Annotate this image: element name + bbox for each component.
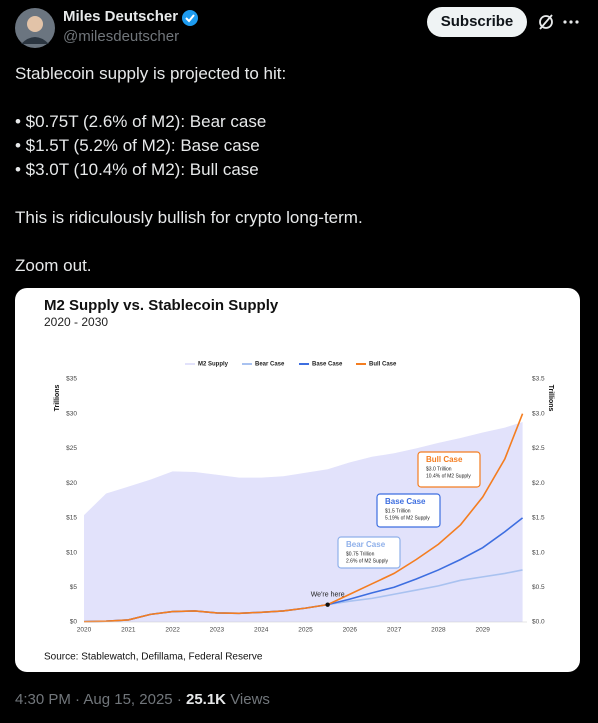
y-tick-label: $25 [66,445,77,452]
callout-line: 5.19% of M2 Supply [385,515,430,521]
legend-label: Base Case [312,362,343,368]
y-tick-label: $15 [66,515,77,522]
x-tick-label: 2026 [343,627,358,634]
y2-tick-label: $0.5 [532,584,545,591]
y-tick-label: $0 [70,619,78,626]
callout-line: $3.0 Trillion [426,466,452,472]
text-line: Stablecoin supply is projected to hit: [15,64,287,83]
marker-dot [325,602,330,607]
callout-title: Base Case [385,497,426,506]
y2-tick-label: $1.5 [532,515,545,522]
text-line: This is ridiculously bullish for crypto … [15,208,363,227]
y-axis-label: Trillions [54,384,61,411]
y2-tick-label: $1.0 [532,549,545,556]
text-line: • $3.0T (10.4% of M2): Bull case [15,160,259,179]
y-tick-label: $35 [66,376,77,383]
x-tick-label: 2020 [77,627,92,634]
y2-tick-label: $3.5 [532,376,545,383]
line [83,413,524,623]
chart-card[interactable]: M2 Supply vs. Stablecoin Supply 2020 - 2… [15,288,580,672]
text-line: • $0.75T (2.6% of M2): Bear case [15,112,267,131]
tweet-footer: 4:30 PM · Aug 15, 2025 · 25.1K Views [15,691,270,708]
y-tick-label: $10 [66,549,77,556]
separator: · [176,691,182,708]
callout-line: $1.5 Trillion [385,508,411,514]
x-tick-label: 2025 [298,627,313,634]
marker-label: We're here [311,591,345,598]
views-label: Views [230,691,270,708]
x-tick-label: 2022 [165,627,180,634]
author-name[interactable]: Miles Deutscher [63,8,179,25]
x-tick-label: 2028 [431,627,446,634]
legend-label: M2 Supply [198,362,229,368]
text-line: • $1.5T (5.2% of M2): Base case [15,136,260,155]
callout-line: 2.6% of M2 Supply [346,558,388,564]
grok-icon[interactable] [537,13,555,31]
y2-tick-label: $2.5 [532,445,545,452]
x-tick-label: 2023 [210,627,225,634]
y-tick-label: $5 [70,584,78,591]
tweet-text: Stablecoin supply is projected to hit: •… [15,62,363,278]
area [84,422,523,622]
y-tick-label: $30 [66,410,77,417]
avatar[interactable] [15,8,55,48]
x-tick-label: 2029 [475,627,490,634]
y2-tick-label: $0.0 [532,619,545,626]
x-tick-label: 2021 [121,627,136,634]
chart-subtitle: 2020 - 2030 [44,315,108,329]
more-icon[interactable] [562,13,580,31]
callout-box [417,451,481,488]
legend-label: Bear Case [255,362,285,368]
y2-axis-label: Trillions [547,385,554,412]
chart-source: Source: Stablewatch, Defillama, Federal … [44,652,263,663]
x-tick-label: 2027 [387,627,402,634]
time: 4:30 PM [15,691,71,708]
callout-box [376,493,441,528]
view-count: 25.1K [185,691,227,708]
subscribe-button[interactable]: Subscribe [427,7,527,37]
callout-title: Bull Case [426,455,463,464]
verified-badge [182,10,198,26]
x-tick-label: 2024 [254,627,269,634]
callout-box [337,536,401,569]
author-handle[interactable]: @milesdeutscher [63,28,180,45]
y-tick-label: $20 [66,480,77,487]
callout-title: Bear Case [346,540,386,549]
separator: · [75,691,81,708]
chart: M2 Supply vs. Stablecoin Supply 2020 - 2… [44,297,554,663]
date[interactable]: Aug 15, 2025 [83,691,173,708]
y2-tick-label: $2.0 [532,480,545,487]
callout-line: 10.4% of M2 Supply [426,473,471,479]
y2-tick-label: $3.0 [532,410,545,417]
text-line: Zoom out. [15,256,92,275]
legend-label: Bull Case [369,362,397,368]
chart-title: M2 Supply vs. Stablecoin Supply [44,297,279,314]
callout-line: $0.75 Trillion [346,551,375,557]
